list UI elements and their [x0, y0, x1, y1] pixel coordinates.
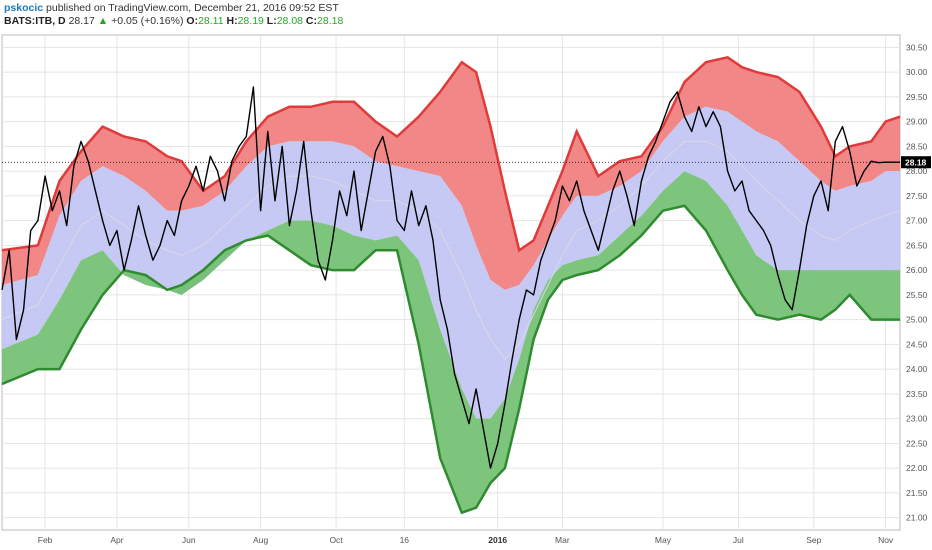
x-tick-label: Aug [253, 535, 268, 545]
x-tick-label: Nov [878, 535, 894, 545]
symbol-label: BATS:ITB, D [4, 15, 66, 27]
y-tick-label: 28.50 [906, 141, 928, 151]
upper-band-edge [1, 55, 901, 253]
open-label: O: [186, 15, 199, 27]
published-info: published on TradingView.com, December 2… [46, 2, 339, 14]
middle-band-fill [2, 106, 900, 419]
y-tick-label: 26.00 [906, 265, 928, 275]
basis-line [1, 140, 901, 360]
price-line[interactable] [1, 86, 900, 469]
high-label: H: [226, 15, 238, 27]
y-tick-label: 25.00 [906, 315, 928, 325]
x-tick-label: 16 [400, 535, 410, 545]
open-value: 28.11 [198, 15, 224, 27]
close-value: 28.18 [317, 15, 344, 27]
upper-band-fill [2, 57, 900, 290]
author-name[interactable]: pskocic [4, 2, 44, 14]
close-label: C: [305, 15, 318, 27]
x-tick-label: Oct [329, 535, 343, 545]
y-tick-label: 29.50 [906, 92, 928, 102]
y-tick-label: 27.00 [906, 216, 928, 226]
y-tick-label: 24.50 [906, 339, 928, 349]
lower-band-fill [2, 171, 900, 513]
y-tick-label: 24.00 [906, 364, 928, 374]
low-label: L: [266, 15, 277, 27]
y-tick-label: 21.50 [906, 488, 928, 498]
y-tick-label: 30.50 [906, 42, 928, 52]
x-tick-label: Jun [182, 535, 196, 545]
x-tick-label: Jul [733, 535, 744, 545]
y-tick-label: 22.00 [906, 463, 928, 473]
chart-header: pskocic published on TradingView.com, De… [4, 2, 604, 28]
lower-band-edge [1, 204, 900, 515]
y-tick-label: 21.00 [906, 513, 928, 523]
x-tick-label: Mar [555, 535, 570, 545]
high-value: 28.19 [237, 15, 264, 27]
x-tick-label: Apr [110, 535, 123, 545]
y-tick-label: 25.50 [906, 290, 928, 300]
last-price: 28.17 [68, 15, 95, 27]
y-tick-label: 23.00 [906, 414, 928, 424]
y-tick-label: 29.00 [906, 117, 928, 127]
y-tick-label: 26.50 [906, 240, 928, 250]
y-tick-label: 22.50 [906, 438, 928, 448]
x-tick-label: May [655, 535, 672, 545]
y-tick-label: 28.00 [906, 166, 928, 176]
x-tick-label: Sep [806, 535, 821, 545]
x-tick-label: Feb [38, 535, 53, 545]
last-price-tag-label: 28.18 [905, 158, 927, 168]
y-tick-label: 27.50 [906, 191, 928, 201]
last-price-tag [901, 156, 931, 169]
low-value: 28.08 [276, 15, 303, 27]
up-arrow-icon: ▲ [97, 15, 109, 27]
y-tick-label: 23.50 [906, 389, 928, 399]
x-tick-label: 2016 [488, 535, 507, 545]
y-tick-label: 30.00 [906, 67, 928, 77]
price-change: +0.05 (+0.16%) [111, 15, 184, 27]
